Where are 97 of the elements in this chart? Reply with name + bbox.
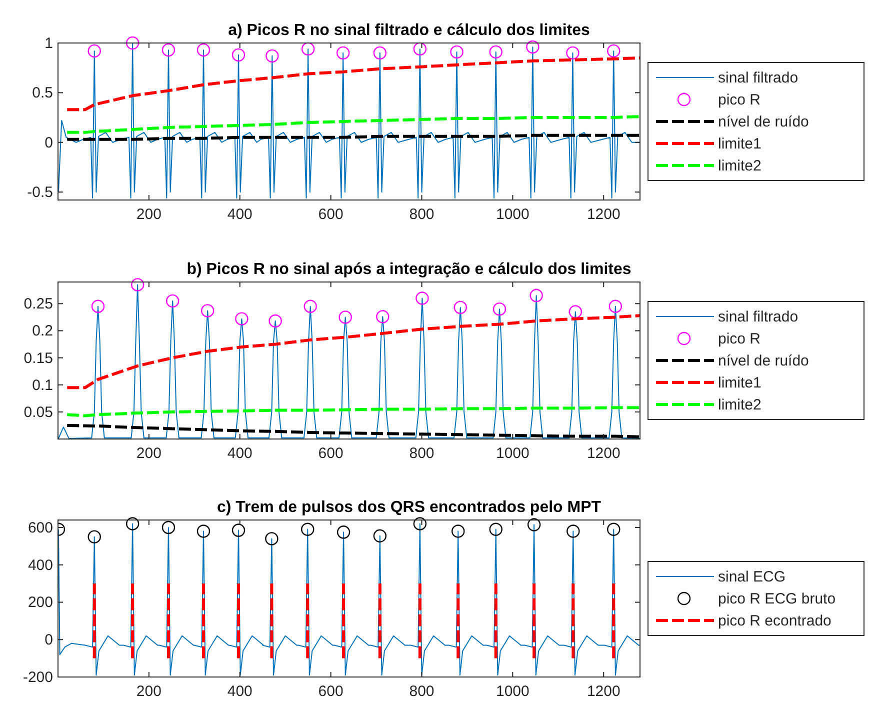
x-tick-label: 600 [318,683,344,700]
y-tick-label: 200 [28,594,53,612]
chart-title: a) Picos R no sinal filtrado e cálculo dos limites [228,22,590,39]
x-tick-label: 400 [227,206,252,223]
y-tick-label: 1 [44,35,53,52]
point [607,522,620,536]
point [232,524,246,537]
x-tick-label: 800 [409,445,434,462]
legend-label: limite2 [718,158,762,174]
legend-label: sinal filtrado [718,70,798,86]
y-tick-label: 0 [44,134,53,152]
x-tick-label: 600 [318,206,344,223]
point [162,520,176,534]
y-tick-label: 0.25 [24,296,53,313]
y-tick-label: 600 [28,519,53,536]
point [162,43,176,57]
point [608,300,622,313]
y-tick-label: 400 [28,556,53,574]
point [416,292,429,305]
legend-label: nível de ruído [718,352,809,370]
x-tick-label: 400 [227,683,252,700]
x-tick-label: 1000 [496,445,530,462]
point [166,294,180,308]
point [492,302,506,316]
legend-label: pico R ECG bruto [718,590,836,608]
legend-label: nível de ruído [718,114,809,130]
point [126,36,140,50]
y-tick-label: 0 [44,632,53,649]
y-tick-label: -0.5 [27,184,53,202]
y-tick-label: 0.05 [24,404,53,421]
line-series [66,424,640,438]
point [88,44,101,58]
y-tick-label: 0.2 [32,322,53,340]
legend-label: pico R [718,92,761,108]
legend-label: limite2 [718,396,762,414]
point [266,49,279,63]
x-tick-label: 800 [409,206,434,223]
point [489,522,502,536]
x-tick-label: 1000 [496,206,530,223]
point [196,524,210,538]
point [373,46,387,60]
point [566,524,580,538]
point [88,530,101,544]
x-tick-label: 800 [409,683,434,700]
point [338,310,352,324]
point [527,518,541,532]
y-tick-label: 0.1 [32,376,53,394]
point [489,45,502,59]
x-tick-label: 1200 [586,206,620,223]
legend-label: sinal ECG [718,568,786,586]
point [301,42,315,56]
point [301,522,314,536]
line-series [66,406,640,418]
point [454,300,467,314]
point [566,46,580,60]
point [530,288,543,302]
chart-title: b) Picos R no sinal após a integração e cálculo dos limites [186,261,632,278]
point [568,305,582,318]
legend-label: limite1 [718,374,762,392]
x-tick-label: 400 [227,445,252,462]
point [91,300,105,313]
point [235,312,248,326]
point [130,278,144,292]
x-tick-label: 1200 [586,445,620,462]
point [336,46,350,60]
point [232,48,246,62]
chart-title: c) Trem de pulsos dos QRS encontrados pelo MPT [216,499,602,516]
legend-label: limite1 [718,136,762,152]
y-tick-label: -200 [22,669,53,686]
point [265,532,278,546]
point [126,517,140,530]
x-tick-label: 200 [136,445,162,462]
legend-label: pico R [718,330,761,348]
point [450,45,464,59]
x-tick-label: 600 [318,445,344,462]
point [304,300,317,313]
x-tick-label: 1000 [496,683,530,700]
point [607,44,620,58]
point [336,526,350,539]
point [196,43,210,57]
y-tick-label: 0.15 [24,350,53,367]
point [452,524,465,538]
legend-label: sinal filtrado [718,308,798,326]
point [526,40,540,54]
x-tick-label: 1200 [586,683,620,700]
line-series [66,115,640,134]
point [268,314,282,328]
y-tick-label: 0.5 [32,84,53,102]
point [373,529,387,542]
line-series [66,314,640,390]
legend-label: pico R econtrado [718,612,832,630]
point [376,310,390,324]
point [413,42,427,56]
x-tick-label: 200 [136,683,162,700]
x-tick-label: 200 [136,206,162,223]
point [413,517,427,530]
point [200,304,214,318]
